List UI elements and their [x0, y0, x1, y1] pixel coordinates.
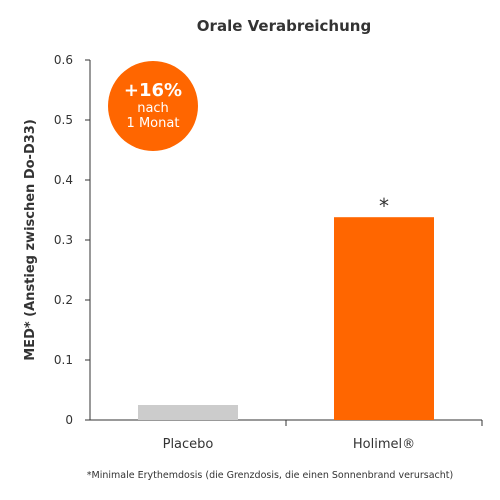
y-tick-label: 0.2: [54, 293, 73, 307]
x-tick-label: Placebo: [163, 437, 214, 452]
x-tick-label: Holimel®: [353, 437, 415, 452]
y-tick-label: 0.3: [54, 233, 73, 247]
increase-badge: +16% nach 1 Monat: [108, 61, 198, 151]
chart-title: Orale Verabreichung: [197, 17, 371, 35]
bars: [138, 217, 434, 420]
y-tick-label: 0: [65, 413, 73, 427]
y-tick-label: 0.4: [54, 173, 73, 187]
bar-annotation: *: [379, 194, 389, 218]
footnote: *Minimale Erythemdosis (die Grenzdosis, …: [87, 470, 453, 481]
badge-value: +16%: [123, 80, 183, 101]
badge-line1: nach: [137, 101, 169, 116]
labels: Placebo Holimel® *: [163, 194, 416, 452]
y-tick-label: 0.5: [54, 113, 73, 127]
y-tick-label: 0.6: [54, 53, 73, 67]
badge-line2: 1 Monat: [126, 116, 180, 131]
bar-2: [334, 217, 434, 420]
bar-1: [138, 405, 238, 420]
y-axis-label: MED* (Anstieg zwischen Do-D33): [23, 119, 38, 361]
y-tick-label: 0.1: [54, 353, 73, 367]
